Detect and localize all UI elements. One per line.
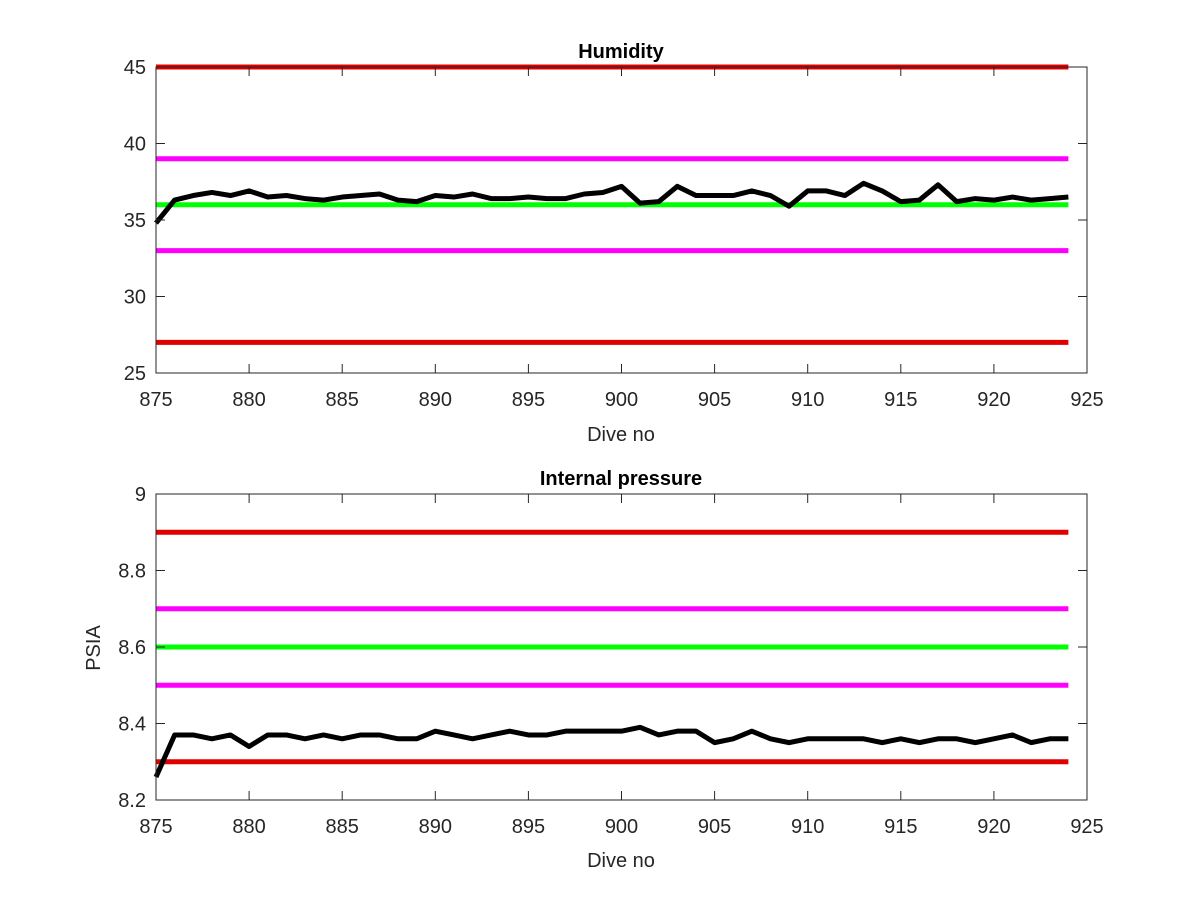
humidity-x-tick-label: 885 [326, 389, 359, 411]
humidity-x-tick-label: 900 [605, 389, 638, 411]
internal-pressure-x-tick-label: 895 [512, 816, 545, 838]
internal-pressure-data-series [153, 724, 1069, 779]
internal-pressure-x-tick-label: 915 [884, 816, 917, 838]
humidity-x-tick-label: 880 [232, 389, 265, 411]
internal-pressure-x-tick-label: 910 [791, 816, 824, 838]
humidity-x-tick-label: 915 [884, 389, 917, 411]
humidity-x-tick-label: 905 [698, 389, 731, 411]
internal-pressure-x-tick-label: 905 [698, 816, 731, 838]
humidity-y-tick-label: 30 [124, 287, 146, 309]
humidity-axes-box [155, 66, 1088, 374]
humidity-y-tick-label: 35 [124, 210, 146, 232]
humidity-y-tick-label: 45 [124, 57, 146, 79]
humidity-x-tick-label: 925 [1070, 389, 1103, 411]
internal-pressure-y-axis-label: PSIA [83, 625, 105, 671]
humidity-y-tick-label: 40 [124, 134, 146, 156]
humidity-data-series [154, 180, 1069, 225]
internal-pressure-x-axis-label: Dive no [587, 850, 655, 872]
humidity-x-tick-label: 890 [419, 389, 452, 411]
humidity-x-tick-label: 910 [791, 389, 824, 411]
internal-pressure-x-tick-label: 885 [326, 816, 359, 838]
humidity-x-tick-label: 895 [512, 389, 545, 411]
internal-pressure-y-tick-label: 8.8 [118, 561, 146, 583]
humidity-title: Humidity [578, 41, 664, 63]
internal-pressure-x-tick-label: 890 [419, 816, 452, 838]
humidity-y-tick-label: 25 [124, 363, 146, 385]
internal-pressure-x-tick-label: 920 [977, 816, 1010, 838]
internal-pressure-y-tick-label: 8.2 [118, 790, 146, 812]
internal-pressure-x-tick-label: 875 [139, 816, 172, 838]
internal-pressure-title: Internal pressure [540, 468, 702, 490]
internal-pressure-x-tick-label: 900 [605, 816, 638, 838]
internal-pressure-x-tick-label: 925 [1070, 816, 1103, 838]
internal-pressure-x-tick-label: 880 [232, 816, 265, 838]
humidity-x-tick-label: 920 [977, 389, 1010, 411]
internal-pressure-y-tick-label: 9 [135, 484, 146, 506]
humidity-plot: Humidity Dive no 875 880 885 890 895 900 905 91… [124, 41, 1104, 446]
internal-pressure-y-tick-label: 8.6 [118, 637, 146, 659]
humidity-x-axis-label: Dive no [587, 424, 655, 446]
internal-pressure-plot: Internal pressure Dive no PSIA 875 880 885… [83, 468, 1104, 872]
humidity-x-tick-label: 875 [139, 389, 172, 411]
internal-pressure-y-tick-label: 8.4 [118, 714, 146, 736]
